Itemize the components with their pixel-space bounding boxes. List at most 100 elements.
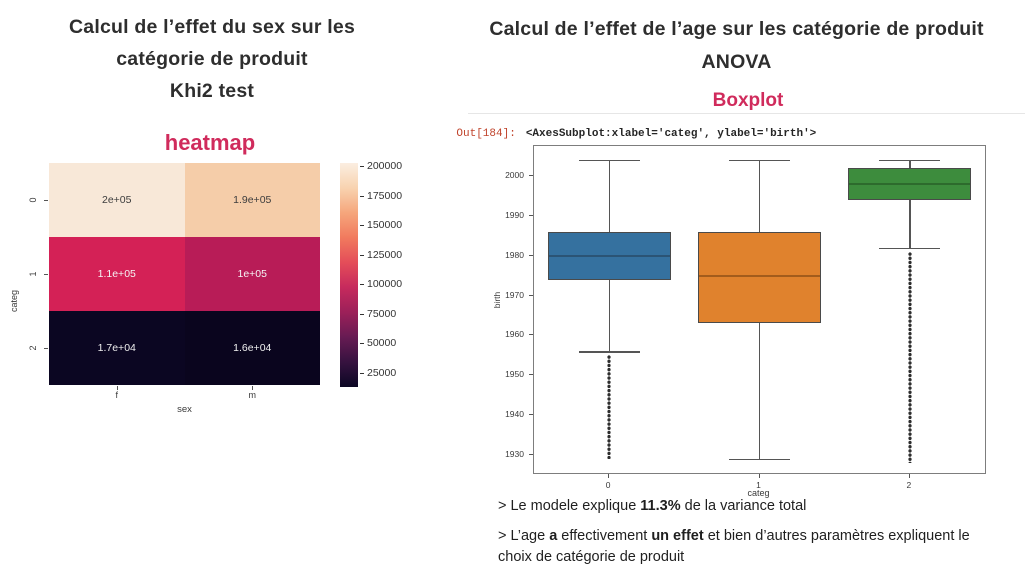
heatmap-row-tick-mark xyxy=(44,348,48,349)
boxplot-cap-lower xyxy=(578,351,640,353)
title-line: Calcul de l’effet de l’age sur les catég… xyxy=(489,18,984,40)
boxplot-x-tick-label: 1 xyxy=(756,480,761,490)
colorbar-tick-mark xyxy=(360,225,364,227)
note-text: de la variance total xyxy=(680,498,807,514)
colorbar-tick-mark xyxy=(360,372,364,374)
boxplot-y-tick-label: 1980 xyxy=(505,249,524,260)
colorbar-tick-mark xyxy=(360,165,364,167)
boxplot-cap-lower xyxy=(729,459,790,461)
heatmap-cell: 1.6e+04 xyxy=(184,311,320,385)
boxplot-y-tick-label: 1970 xyxy=(505,289,524,300)
heatmap-row-tick-label: 1 xyxy=(28,271,38,277)
colorbar-tick-label: 100000 xyxy=(367,278,403,291)
boxplot-cap-upper xyxy=(578,159,640,162)
heatmap-y-axis-label: categ xyxy=(9,289,19,313)
colorbar-tick-label: 75000 xyxy=(367,307,397,320)
boxplot-y-tick-mark xyxy=(529,374,533,376)
colorbar-tick-label: 150000 xyxy=(367,219,403,232)
heatmap-cell: 1.7e+04 xyxy=(49,311,185,385)
note-text: > Le modele explique xyxy=(498,498,641,514)
colorbar-tick-mark xyxy=(360,343,364,345)
boxplot-y-tick-label: 1960 xyxy=(505,329,524,340)
colorbar-tick-label: 200000 xyxy=(367,159,403,172)
boxplot-median xyxy=(548,254,670,257)
note-emphasis: 11.3% xyxy=(640,498,681,514)
boxplot-whisker-upper xyxy=(759,159,761,232)
title-line: Khi2 test xyxy=(169,80,255,102)
boxplot-y-tick-mark xyxy=(529,414,533,416)
boxplot-cap-upper xyxy=(729,159,790,162)
boxplot-whisker-lower xyxy=(608,279,610,352)
note-text: effectivement xyxy=(557,528,652,544)
note-text: et bien d’autres paramètres expliquent l… xyxy=(498,528,970,565)
anova-section-title: Calcul de l’effet de l’age sur les catég… xyxy=(448,13,1025,79)
boxplot-x-tick-mark xyxy=(758,474,760,478)
boxplot-cap-upper xyxy=(879,159,941,162)
note-paragraph: > Le modele explique 11.3% de la varianc… xyxy=(498,496,1005,517)
boxplot-y-tick-label: 1930 xyxy=(505,449,524,460)
boxplot-figure: birth categ 2000 1990 1980 1970 1960 1950 1940… xyxy=(460,140,1025,505)
boxplot-y-tick-mark xyxy=(529,334,533,336)
colorbar-tick-mark xyxy=(360,195,364,197)
boxplot-y-tick-mark xyxy=(529,174,533,176)
notebook-cell-divider xyxy=(468,113,1025,114)
boxplot-median xyxy=(699,274,820,277)
heatmap-figure: heatmap 2e+05 1.9e+05 1.1e+05 1e+05 1.7e+04 1… xyxy=(0,130,430,420)
colorbar-tick-label: 175000 xyxy=(367,189,403,202)
heatmap-plot: 2e+05 1.9e+05 1.1e+05 1e+05 1.7e+04 1.6e+04 xyxy=(49,163,320,385)
heatmap-cell: 1.1e+05 xyxy=(49,237,185,311)
boxplot-y-tick-mark xyxy=(529,254,533,256)
boxplot-x-axis-label: categ xyxy=(747,488,770,498)
heatmap-row-tick-mark xyxy=(44,274,48,275)
note-text: > L’age xyxy=(498,528,550,544)
note-emphasis: un effet xyxy=(651,528,704,544)
boxplot-y-tick-label: 1950 xyxy=(505,369,524,380)
title-line: ANOVA xyxy=(701,51,772,73)
notebook-out-line: Out[184]: <AxesSubplot:xlabel='categ', yl… xyxy=(430,116,816,152)
heatmap-col-tick-label: f xyxy=(115,390,118,400)
boxplot-x-tick-mark xyxy=(908,474,910,478)
boxplot-y-tick-label: 1940 xyxy=(505,409,524,420)
colorbar-tick-mark xyxy=(360,313,364,315)
boxplot-box xyxy=(698,231,821,324)
out-prompt: Out[184]: xyxy=(456,128,516,140)
heatmap-colorbar xyxy=(340,163,358,387)
khi2-section-title: Calcul de l’effet du sex sur les catégor… xyxy=(28,11,396,107)
title-line: catégorie de produit xyxy=(116,48,308,70)
boxplot-chart-title: Boxplot xyxy=(712,90,784,111)
heatmap-x-axis-label: sex xyxy=(177,404,192,415)
heatmap-row-tick-label: 0 xyxy=(28,197,38,203)
heatmap-col-tick-mark xyxy=(116,386,118,390)
boxplot-whisker-upper xyxy=(909,159,911,168)
boxplot-x-tick-label: 2 xyxy=(906,480,912,490)
boxplot-y-tick-mark xyxy=(529,294,533,296)
boxplot-x-tick-mark xyxy=(608,474,610,478)
boxplot-whisker-upper xyxy=(608,159,610,232)
heatmap-col-tick-mark xyxy=(252,386,254,390)
heatmap-cell: 1.9e+05 xyxy=(184,163,320,237)
heatmap-row-tick-label: 2 xyxy=(28,345,38,351)
analysis-notes: > Le modele explique 11.3% de la varianc… xyxy=(498,496,1005,576)
boxplot-y-tick-label: 1990 xyxy=(505,209,524,220)
boxplot-cap-lower xyxy=(879,247,941,249)
boxplot-outliers xyxy=(607,355,612,460)
note-emphasis: a xyxy=(549,528,558,544)
colorbar-tick-label: 25000 xyxy=(367,366,397,379)
colorbar-tick-mark xyxy=(360,254,364,256)
boxplot-y-tick-mark xyxy=(529,454,533,456)
note-paragraph: > L’age a effectivement un effet et bien… xyxy=(498,526,1005,568)
boxplot-median xyxy=(849,182,971,185)
boxplot-y-tick-label: 2000 xyxy=(505,169,524,180)
boxplot-outliers xyxy=(907,251,913,464)
boxplot-x-tick-label: 0 xyxy=(605,480,611,490)
colorbar-tick-label: 125000 xyxy=(367,248,403,261)
heatmap-cell: 1e+05 xyxy=(184,237,320,311)
heatmap-cell: 2e+05 xyxy=(49,163,185,237)
boxplot-whisker-lower xyxy=(759,323,761,460)
colorbar-tick-label: 50000 xyxy=(367,337,397,350)
colorbar-tick-mark xyxy=(360,284,364,286)
title-line: Calcul de l’effet du sex sur les xyxy=(69,16,355,38)
boxplot-plot-area xyxy=(533,145,986,474)
heatmap-chart-title: heatmap xyxy=(164,130,256,155)
